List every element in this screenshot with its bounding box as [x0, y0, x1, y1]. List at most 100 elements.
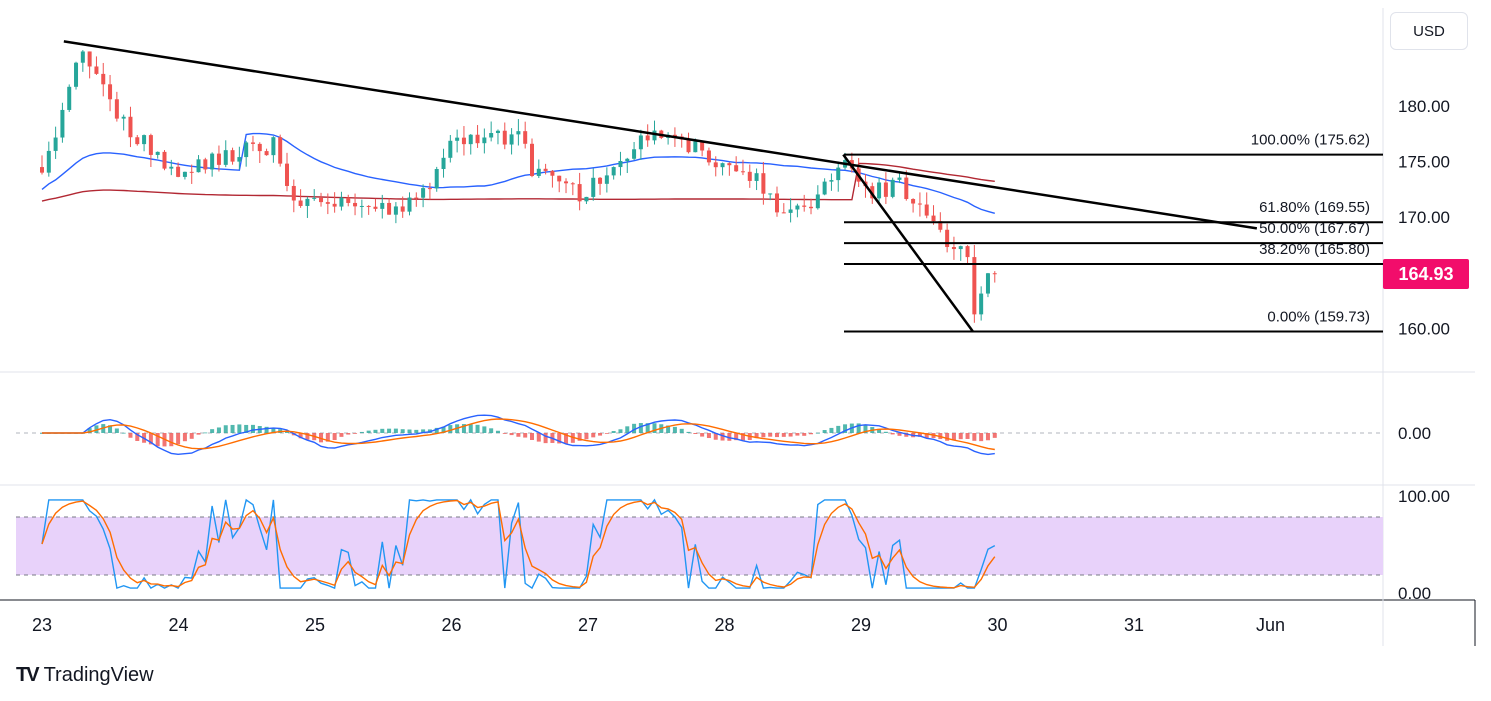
fib-level-label: 100.00% (175.62): [1251, 132, 1370, 149]
date-tick-label: 31: [1124, 615, 1144, 635]
candle-body: [645, 135, 650, 141]
macd-histogram-bar: [393, 428, 398, 433]
stochastic-tick-label: 0.00: [1398, 584, 1431, 603]
macd-histogram-bar: [189, 433, 194, 439]
macd-histogram-bar: [686, 431, 691, 433]
candle-body: [312, 197, 317, 199]
date-tick-label: 29: [851, 615, 871, 635]
candle-body: [761, 173, 766, 194]
fib-level-label: 61.80% (169.55): [1259, 199, 1370, 216]
macd-histogram-bar: [169, 433, 174, 447]
candle-body: [162, 151, 167, 169]
candle-body: [305, 198, 310, 206]
candle-body: [101, 73, 106, 85]
macd-histogram-bar: [965, 433, 970, 439]
candle-body: [434, 169, 439, 189]
candle-body: [87, 51, 92, 67]
macd-histogram-bar: [734, 433, 739, 441]
candle-body: [359, 205, 364, 207]
candle-body: [931, 215, 936, 222]
candle-body: [604, 175, 609, 184]
candle-body: [387, 202, 392, 215]
macd-histogram-bar: [706, 433, 711, 439]
candle-body: [223, 150, 228, 165]
macd-histogram-bar: [693, 433, 698, 434]
candle-body: [216, 153, 221, 165]
candle-body: [142, 135, 147, 145]
candle-body: [278, 137, 283, 164]
candle-body: [332, 203, 337, 207]
macd-histogram-bar: [319, 433, 324, 443]
date-tick-label: Jun: [1256, 615, 1285, 635]
macd-histogram-bar: [536, 433, 541, 442]
candle-body: [972, 257, 977, 315]
candle-body: [135, 137, 140, 145]
candle-body: [373, 206, 378, 209]
macd-histogram-bar: [264, 426, 269, 433]
macd-histogram-bar: [638, 423, 643, 433]
macd-histogram-bar: [353, 433, 358, 434]
currency-selector[interactable]: USD: [1390, 12, 1468, 50]
candle-body: [924, 204, 929, 216]
macd-line: [42, 414, 995, 456]
macd-histogram-bar: [904, 433, 909, 437]
macd-histogram-bar: [781, 433, 786, 437]
candle-body: [489, 133, 494, 138]
price-tick-label: 180.00: [1398, 97, 1450, 116]
macd-histogram-bar: [121, 432, 126, 434]
candle-body: [754, 173, 759, 181]
macd-histogram-bar: [666, 425, 671, 433]
macd-histogram-bar: [815, 432, 820, 434]
macd-histogram-bar: [591, 433, 596, 438]
candle-body: [965, 246, 970, 258]
candles: [40, 50, 997, 323]
candle-body: [788, 209, 793, 213]
candle-body: [774, 193, 779, 213]
candle-body: [992, 273, 997, 275]
macd-histogram-bar: [720, 433, 725, 441]
candle-body: [189, 171, 194, 173]
macd-histogram-bar: [883, 431, 888, 433]
candle-body: [836, 167, 841, 181]
candle-body: [706, 150, 711, 163]
macd-histogram-bar: [373, 429, 378, 433]
macd-histogram-bar: [564, 433, 569, 444]
candle-body: [441, 157, 446, 170]
candle-body: [543, 168, 548, 171]
macd-histogram-bar: [856, 423, 861, 433]
date-tick-label: 24: [168, 615, 188, 635]
candle-body: [550, 170, 555, 176]
candle-body: [244, 142, 249, 158]
candle-body: [455, 137, 460, 141]
candle-body: [557, 175, 562, 182]
macd-histogram-bar: [502, 433, 507, 434]
macd-histogram-bar: [829, 427, 834, 433]
candle-body: [781, 212, 786, 214]
candle-body: [495, 130, 500, 134]
candle-body: [516, 131, 521, 135]
candle-body: [366, 205, 371, 207]
candle-body: [264, 151, 269, 156]
macd-histogram-bar: [985, 433, 990, 441]
candle-body: [564, 181, 569, 184]
candle-body: [108, 84, 113, 100]
candle-body: [529, 143, 534, 176]
macd-histogram-bar: [632, 423, 637, 433]
macd-histogram-bar: [822, 430, 827, 433]
macd-histogram-bar: [108, 425, 113, 433]
moving-averages: [41, 132, 995, 214]
candle-body: [271, 137, 276, 156]
macd-histogram-bar: [795, 433, 800, 436]
candle-body: [257, 143, 262, 152]
candle-body: [904, 177, 909, 200]
brand-name: TradingView: [43, 664, 154, 686]
candle-body: [625, 158, 630, 162]
drawing-tools[interactable]: 100.00% (175.62) 61.80% (169.55) 50.00% (1…: [63, 40, 1383, 333]
descending-trendline: [63, 40, 1258, 230]
candle-body: [407, 197, 412, 212]
candle-body: [713, 162, 718, 168]
candle-body: [523, 131, 528, 144]
tradingview-brand[interactable]: TV TradingView: [16, 664, 154, 687]
macd-histogram-bar: [768, 433, 773, 437]
